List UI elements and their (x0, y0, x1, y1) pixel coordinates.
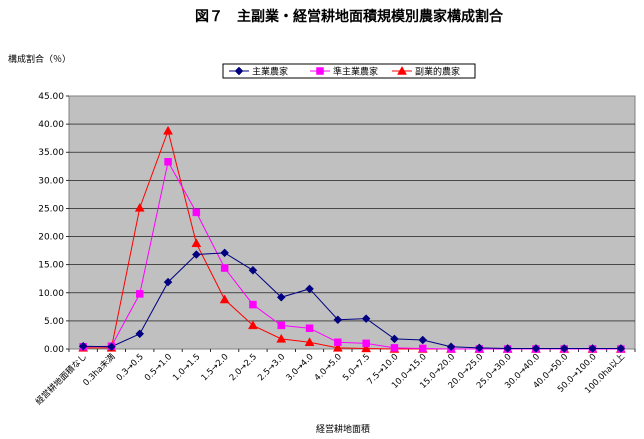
data-point (78, 341, 88, 351)
chart-title: 図７ 主副業・経営耕地面積規模別農家構成割合 (195, 8, 504, 25)
plot-area (68, 95, 636, 350)
data-point (248, 320, 258, 330)
legend: 主業農家 準主業農家 副業的農家 (222, 63, 476, 79)
data-point (332, 342, 343, 352)
x-axis-label: 経営耕地面積 (316, 423, 370, 435)
series-lines (83, 129, 621, 350)
data-point (135, 329, 145, 339)
y-tick-label: 25.00 (38, 204, 64, 214)
data-point (249, 300, 257, 309)
x-tick-label: 2.0→2.5 (228, 352, 259, 383)
data-point (334, 338, 342, 347)
data-point (390, 334, 399, 344)
data-point (333, 315, 343, 325)
legend-box (222, 63, 476, 79)
data-point (219, 294, 230, 304)
data-point (390, 344, 399, 352)
data-point (419, 344, 427, 353)
data-point (559, 344, 569, 353)
legend-marker (397, 65, 407, 75)
data-point (361, 314, 371, 323)
legend-label: 主業農家 (252, 66, 288, 78)
x-tick-label: 2.5→3.0 (256, 352, 287, 383)
series-line (83, 160, 621, 350)
data-point (220, 264, 229, 272)
data-point (305, 284, 314, 294)
data-point (134, 202, 145, 212)
y-tick-label: 35.00 (38, 148, 64, 158)
legend-marker (316, 67, 324, 75)
y-tick-label: 5.00 (44, 317, 64, 327)
data-point (107, 342, 116, 352)
data-point (136, 290, 144, 298)
x-tick-labels: 経営耕地面積なし0.3ha未満0.3→0.50.5→1.01.0→1.51.5→… (33, 349, 636, 407)
series-markers (78, 125, 626, 353)
data-point (503, 344, 513, 353)
legend-label: 副業的農家 (415, 66, 460, 78)
data-point (276, 333, 287, 343)
data-point (191, 238, 202, 248)
x-tick-label: 1.5→2.0 (200, 352, 231, 383)
data-point (418, 335, 428, 345)
x-tick-label: 1.0→1.5 (171, 352, 202, 383)
y-tick-label: 20.00 (38, 233, 64, 243)
data-point (361, 343, 372, 353)
data-point (305, 324, 314, 332)
data-point (531, 344, 541, 353)
data-point (192, 208, 201, 217)
legend-marker (234, 66, 244, 76)
data-point (362, 339, 370, 348)
data-point (220, 248, 230, 258)
x-tick-label: 0.3→0.5 (115, 352, 146, 383)
data-point (163, 125, 173, 135)
x-tick-label: 3.0→4.0 (284, 352, 315, 383)
data-point (248, 265, 258, 275)
data-point (616, 344, 626, 353)
y-tick-label: 45.00 (38, 92, 64, 102)
y-tick-label: 10.00 (38, 289, 64, 299)
series-line (83, 252, 621, 349)
y-tick-label: 0.00 (44, 345, 64, 355)
grid-lines (69, 123, 635, 322)
y-tick-label: 15.00 (38, 261, 64, 271)
data-point (164, 158, 172, 166)
data-point (474, 343, 484, 353)
y-tick-labels: 0.00 5.00 10.00 15.00 20.00 25.00 30.00 35.00 40… (38, 92, 69, 355)
data-point (276, 292, 286, 302)
x-tick-label: 経営耕地面積なし (33, 351, 89, 407)
legend-label: 準主業農家 (333, 66, 378, 78)
x-tick-label: 0.5→1.0 (143, 352, 174, 383)
y-tick-label: 30.00 (38, 176, 64, 186)
y-axis-label: 構成割合（％） (8, 53, 71, 65)
data-point (304, 337, 315, 347)
data-point (588, 344, 597, 353)
y-tick-label: 40.00 (38, 120, 64, 130)
data-point (163, 277, 173, 287)
data-point (446, 342, 456, 352)
data-point (191, 250, 201, 259)
data-point (277, 321, 285, 330)
x-tick-label: 4.0→5.0 (313, 352, 344, 383)
